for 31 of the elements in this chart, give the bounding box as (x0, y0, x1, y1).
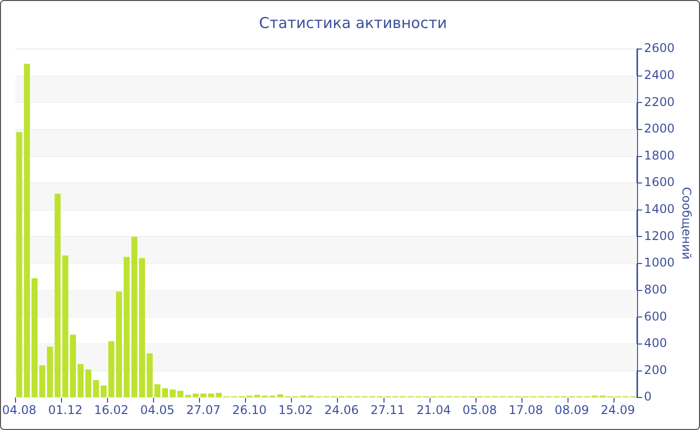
y-tick-label: 2400 (644, 68, 675, 82)
x-tick-label: 21.04 (416, 402, 451, 417)
y-tick-label: 400 (644, 336, 667, 350)
x-tick-label: 16.02 (94, 402, 129, 417)
y-tick-label: 1800 (644, 148, 675, 162)
x-tick-label: 24.09 (600, 402, 636, 417)
bar (16, 132, 22, 398)
x-tick-label: 17.08 (508, 402, 543, 417)
y-axis-title: Сообщений (680, 187, 694, 260)
y-tick-label: 2600 (644, 41, 675, 56)
x-tick-label: 01.12 (48, 402, 82, 417)
x-tick-label: 08.09 (554, 402, 590, 417)
x-tick-label: 27.11 (370, 402, 405, 417)
x-tick-label: 04.05 (140, 402, 175, 417)
x-tick-label: 26.10 (232, 402, 267, 417)
x-tick-label: 27.07 (186, 402, 221, 417)
y-tick-label: 800 (644, 282, 667, 296)
y-tick-label: 1200 (644, 228, 675, 243)
y-tick-label: 1600 (644, 175, 675, 190)
x-tick-label: 05.08 (462, 402, 497, 417)
x-tick-label: 24.06 (324, 402, 359, 417)
y-tick-label: 1400 (644, 202, 675, 216)
y-tick-label: 2200 (644, 94, 675, 109)
x-tick-label: 04.08 (2, 402, 36, 417)
y-tick-label: 600 (644, 309, 667, 324)
y-tick-label: 200 (644, 362, 667, 377)
y-tick-label: 2000 (644, 122, 675, 136)
chart-title: Статистика активности (259, 14, 447, 32)
y-tick-label: 1000 (644, 256, 675, 270)
y-tick-label: 0 (644, 390, 652, 404)
x-tick-label: 15.02 (278, 402, 313, 417)
